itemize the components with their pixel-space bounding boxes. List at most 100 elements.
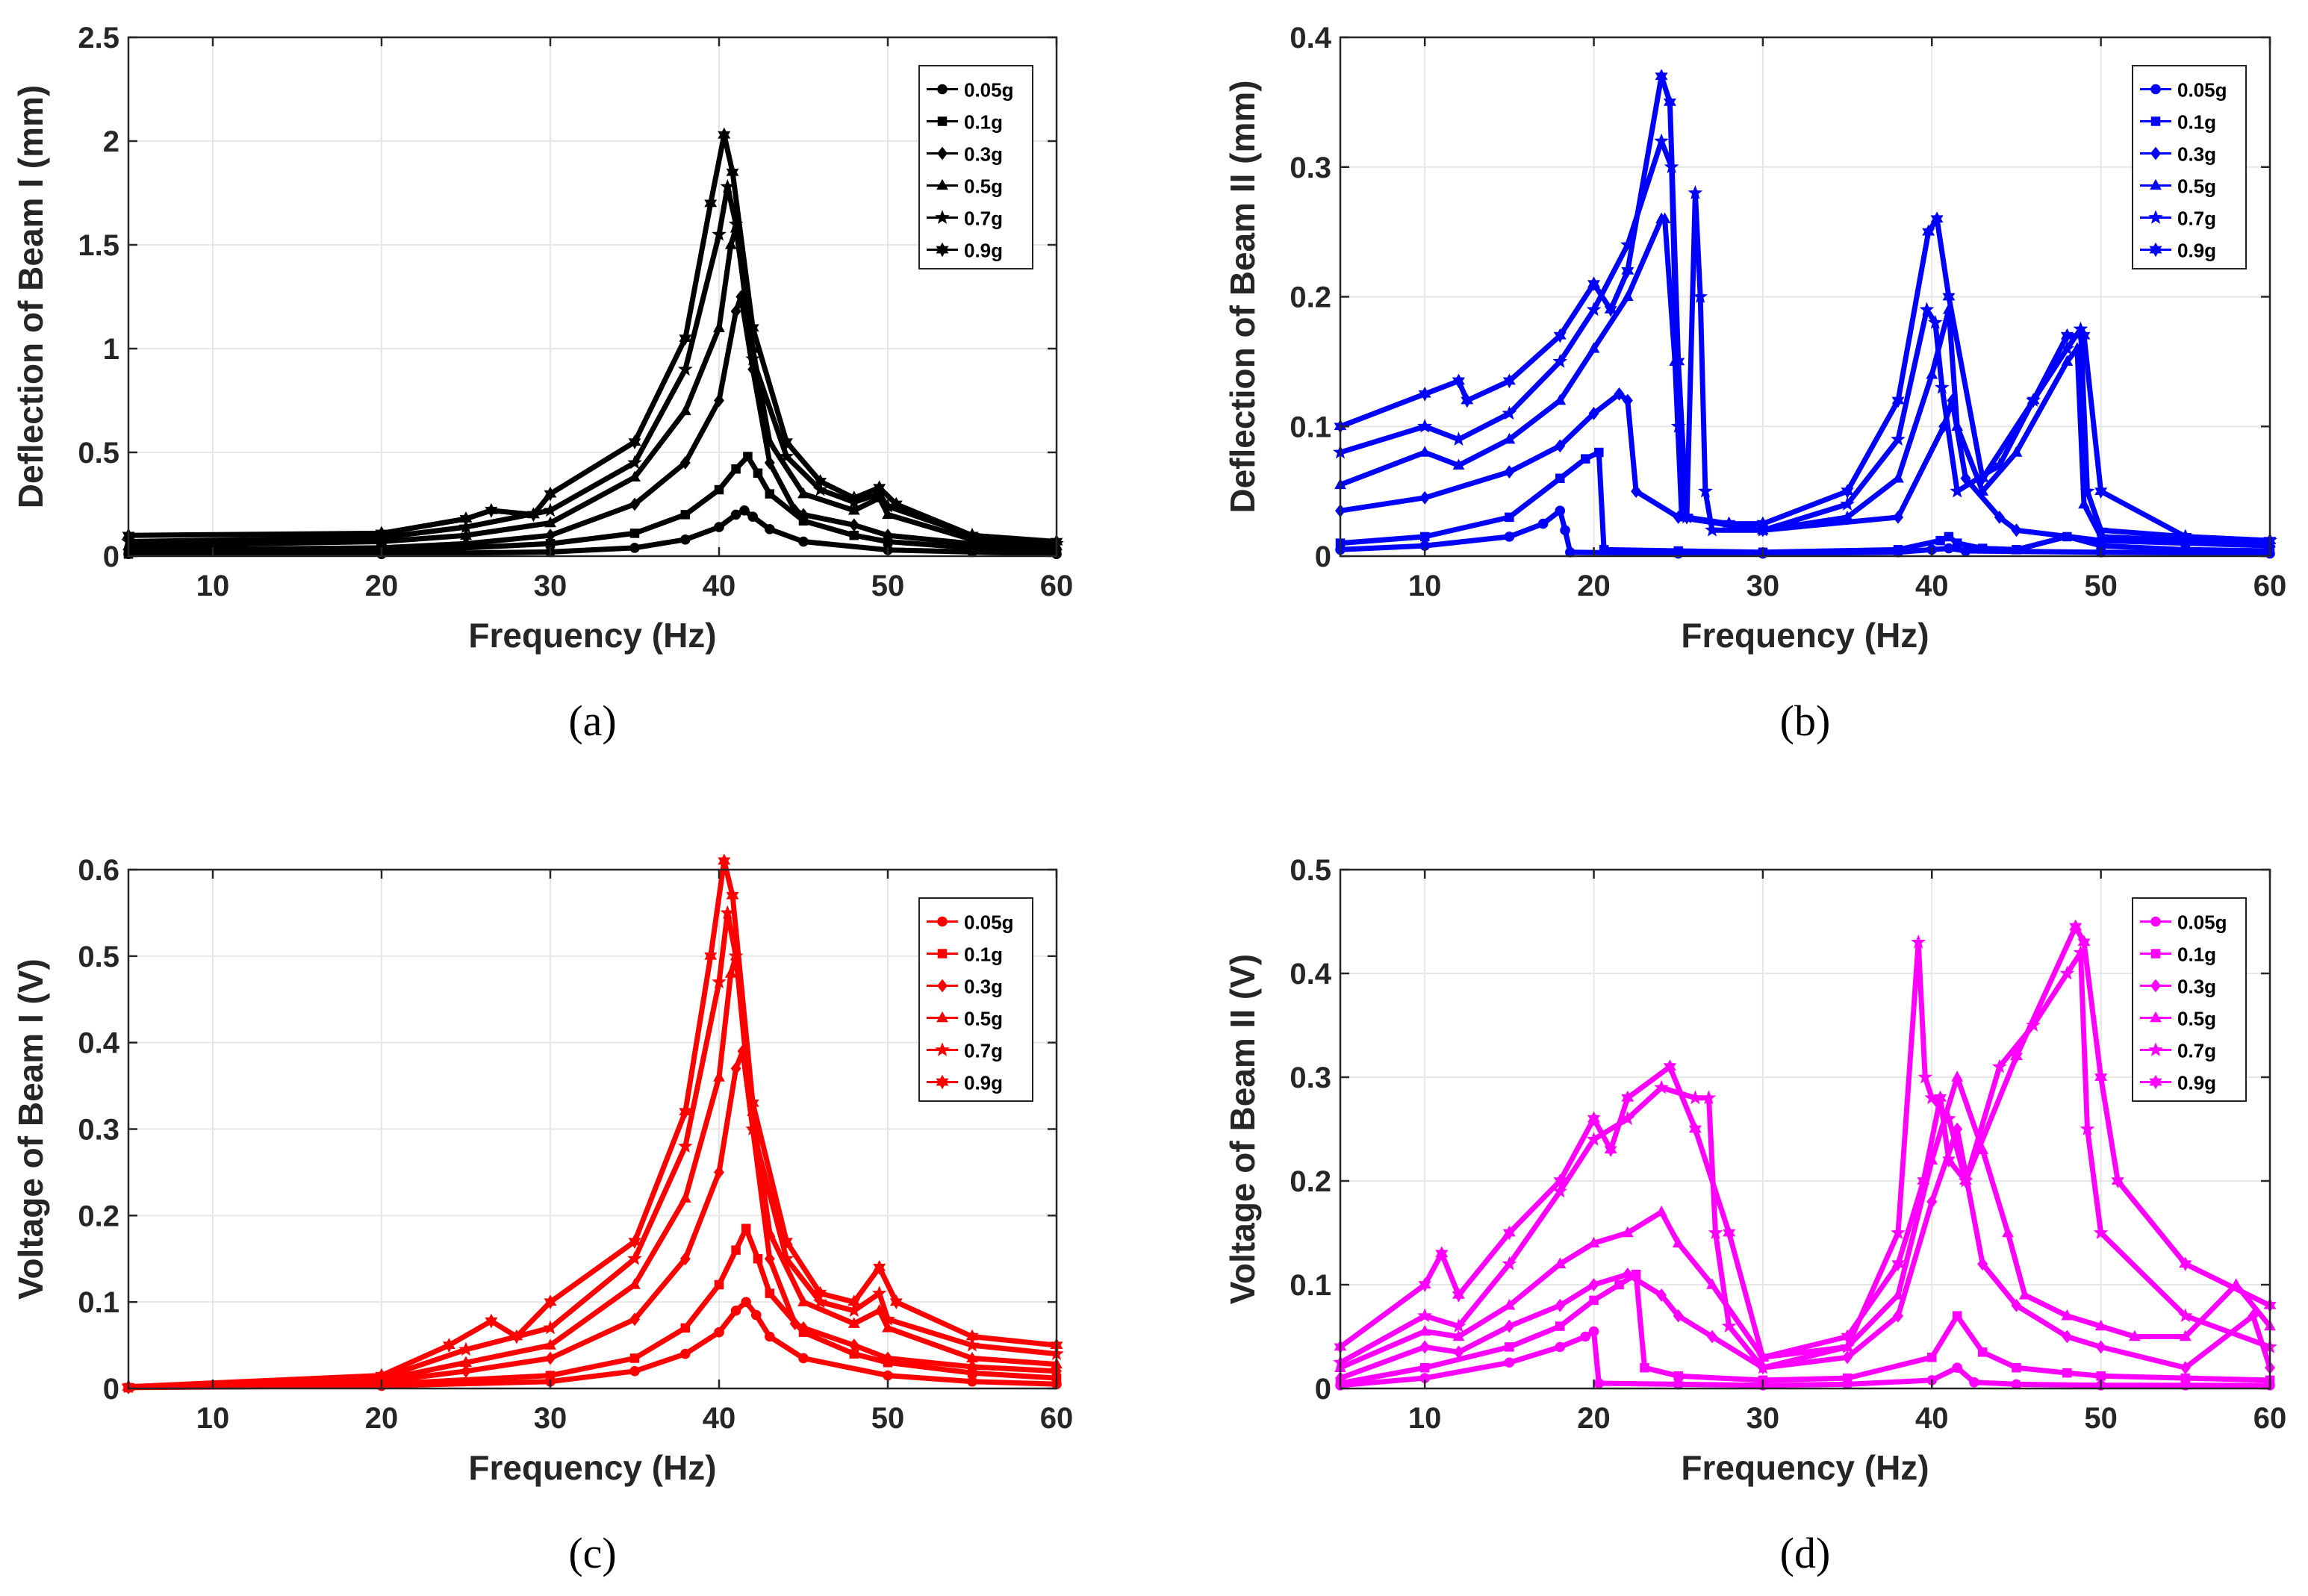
data-point-0.05g	[1537, 518, 1549, 529]
data-point-0.9g	[1502, 373, 1516, 389]
data-point-0.9g	[2009, 1049, 2023, 1064]
data-point-0.05g	[629, 1366, 640, 1377]
data-point-0.7g	[1502, 1256, 1517, 1271]
data-point-0.1g	[1640, 1362, 1649, 1373]
data-point-0.3g	[1656, 1288, 1667, 1302]
y-tick-label: 0.5	[1290, 854, 1331, 887]
data-point-0.7g	[677, 361, 693, 376]
data-point-0.3g	[730, 1062, 741, 1076]
legend-entry: 0.1g	[964, 944, 1003, 966]
data-point-0.9g	[2179, 1256, 2192, 1272]
legend-box	[2132, 65, 2247, 269]
data-point-0.9g	[459, 511, 473, 526]
data-point-0.1g	[1614, 1279, 1624, 1290]
data-point-0.05g	[883, 1370, 893, 1381]
panel-caption: (c)	[568, 1529, 616, 1577]
y-tick-label: 0.4	[1290, 958, 1331, 991]
data-point-0.5g	[2010, 446, 2023, 457]
data-point-0.1g	[1580, 454, 1590, 464]
data-point-0.7g	[2059, 965, 2075, 980]
data-point-0.3g	[883, 529, 893, 543]
data-point-0.7g	[846, 1303, 862, 1318]
data-point-0.7g	[1654, 133, 1669, 148]
chart-panel-d: 10 20 30 40 50 60 0 0.1 0.2 0.3 0.4 0.5 Frequency (H…	[1223, 854, 2286, 1577]
data-point-0.1g	[741, 1224, 751, 1233]
data-point-0.9g	[780, 1234, 793, 1249]
data-point-0.3g	[1673, 1309, 1684, 1323]
data-point-0.1g	[1935, 535, 1945, 546]
legend-entry: 0.7g	[964, 208, 1003, 230]
legend-entry: 0.9g	[964, 240, 1003, 262]
data-point-0.7g	[1654, 1079, 1669, 1094]
data-point-0.7g	[1451, 1318, 1466, 1333]
data-point-0.9g	[375, 526, 388, 541]
data-point-0.9g	[1604, 302, 1617, 317]
y-tick-label: 0.1	[1290, 411, 1331, 443]
legend-marker	[937, 916, 948, 927]
data-point-0.3g	[1977, 1257, 1988, 1271]
data-point-0.9g	[1553, 1173, 1567, 1188]
data-point-0.05g	[1555, 505, 1566, 516]
data-point-0.3g	[1504, 1319, 1515, 1333]
data-point-0.1g	[1589, 1295, 1599, 1306]
legend-marker	[2150, 116, 2161, 126]
data-point-0.7g	[1451, 431, 1466, 446]
data-point-0.9g	[726, 888, 739, 903]
data-point-0.5g	[1655, 1205, 1667, 1217]
data-point-0.9g	[1604, 1142, 1617, 1158]
panel-caption: (b)	[1780, 696, 1831, 745]
data-point-0.05g	[2011, 1379, 2022, 1390]
x-axis-label: Frequency (Hz)	[468, 616, 716, 655]
data-point-0.7g	[1708, 1225, 1723, 1239]
data-point-0.05g	[1944, 543, 1954, 554]
data-point-0.1g	[629, 529, 640, 538]
data-point-0.5g	[460, 1356, 472, 1367]
legend-marker	[2150, 949, 2161, 958]
y-tick-label: 0.4	[78, 1027, 119, 1060]
data-point-0.5g	[1951, 1070, 1964, 1082]
data-point-0.7g	[1552, 1183, 1568, 1198]
data-point-0.3g	[679, 455, 691, 470]
data-point-0.3g	[461, 1364, 471, 1378]
data-point-0.9g	[1502, 1225, 1516, 1241]
data-point-0.9g	[679, 331, 692, 346]
data-point-0.7g	[1698, 483, 1713, 498]
legend-entry: 0.5g	[964, 1008, 1003, 1030]
data-point-0.3g	[883, 1351, 893, 1365]
data-point-0.5g	[797, 1295, 809, 1306]
data-point-0.7g	[678, 1138, 693, 1153]
data-point-0.7g	[1911, 934, 1926, 949]
data-point-0.7g	[779, 449, 794, 463]
data-point-0.5g	[2179, 1330, 2192, 1341]
x-tick-label: 60	[2253, 570, 2287, 602]
data-point-0.05g	[629, 543, 640, 553]
data-point-0.1g	[1505, 1342, 1514, 1352]
legend-entry: 0.5g	[2177, 1008, 2216, 1030]
data-point-0.7g	[2080, 1121, 2095, 1135]
data-point-0.3g	[848, 518, 859, 532]
data-point-0.5g	[713, 1070, 725, 1082]
data-point-0.05g	[680, 534, 691, 545]
data-point-0.05g	[1504, 1357, 1515, 1368]
data-point-0.3g	[679, 1252, 691, 1266]
data-point-0.5g	[873, 1304, 886, 1315]
data-point-0.7g	[1950, 483, 1965, 498]
data-point-0.5g	[2094, 530, 2107, 541]
data-point-0.05g	[741, 1297, 751, 1307]
data-point-0.1g	[545, 1371, 556, 1380]
data-point-0.05g	[1555, 1341, 1566, 1353]
data-point-0.5g	[1587, 1236, 1600, 1248]
data-point-0.9g	[965, 1329, 979, 1344]
data-point-0.05g	[1969, 1377, 1979, 1388]
data-point-0.9g	[510, 1329, 523, 1344]
data-point-0.1g	[1842, 1373, 1853, 1383]
data-point-0.5g	[1503, 432, 1516, 444]
data-point-0.9g	[1841, 1329, 1854, 1344]
legend-marker	[937, 979, 948, 993]
data-point-0.9g	[2179, 529, 2192, 544]
data-point-0.9g	[2094, 484, 2108, 499]
data-point-0.9g	[1930, 211, 1944, 227]
data-point-0.3g	[1622, 393, 1633, 408]
legend-entry: 0.5g	[2177, 175, 2216, 198]
